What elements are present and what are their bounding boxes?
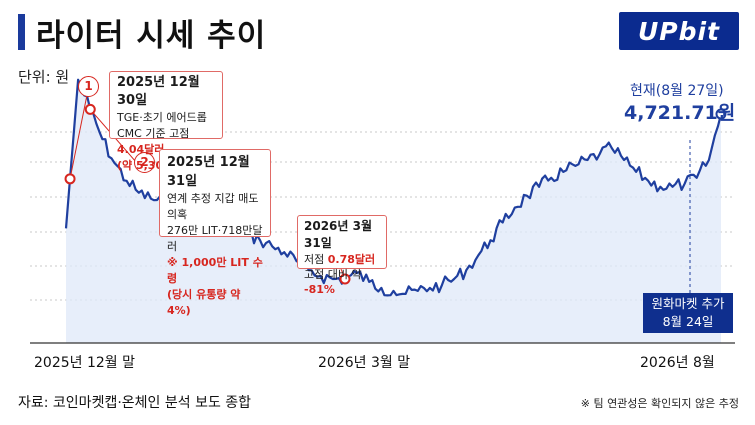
annotation-low-line1: 저점 0.78달러 xyxy=(304,253,376,266)
low-marker xyxy=(339,273,351,285)
footnote-text: ※ 팀 연관성은 확인되지 않은 추정 xyxy=(580,397,739,410)
annotation-low: 2026년 3월 31일 저점 0.78달러 고점 대비 약 -81% xyxy=(297,215,387,296)
krw-market-badge: 원화마켓 추가 8월 24일 xyxy=(643,293,733,333)
badge-1: 1 xyxy=(78,76,99,97)
page-title: 라이터 시세 추이 xyxy=(36,18,267,54)
unit-label: 단위: 원 xyxy=(18,68,70,86)
krw-market-line1: 원화마켓 추가 xyxy=(651,296,725,311)
annotation-low-date: 2026년 3월 31일 xyxy=(304,219,373,250)
badge-2: 2 xyxy=(134,152,155,173)
annotation-peak-date: 2025년 12월 30일 xyxy=(117,75,200,108)
dump-marker xyxy=(84,103,96,115)
annotation-peak-line1: TGE·초기 에어드롭 xyxy=(117,111,207,124)
annotation-dump-date: 2025년 12월 31일 xyxy=(167,155,250,189)
x-label-start: 2025년 12월 말 xyxy=(34,355,135,371)
annotation-low-line2: 고점 대비 약 -81% xyxy=(304,268,362,296)
x-label-mid: 2026년 3월 말 xyxy=(318,355,411,371)
annotation-dump-line4: (당시 유통량 약 4%) xyxy=(167,288,241,317)
annotation-markers xyxy=(64,103,727,285)
current-marker xyxy=(715,108,727,120)
title-accent-bar xyxy=(18,14,25,50)
annotation-dump-line3: ※ 1,000만 LIT 수령 xyxy=(167,256,263,285)
krw-market-line2: 8월 24일 xyxy=(662,314,714,329)
source-text: 자료: 코인마켓캡·온체인 분석 보도 종합 xyxy=(18,395,252,411)
annotation-dump: 2025년 12월 31일 연계 추정 지갑 매도 의혹 276만 LIT·71… xyxy=(159,149,271,317)
current-label: 현재(8월 27일) xyxy=(630,83,724,99)
upbit-logo: UPbit xyxy=(619,12,739,50)
leader-peak xyxy=(69,94,88,179)
peak-marker xyxy=(64,173,76,185)
annotation-peak-line2: CMC 기준 고점 4.04달러 xyxy=(117,127,190,156)
current-value: 4,721.71원 xyxy=(624,102,736,124)
price-area-fill xyxy=(66,79,721,343)
annotation-dump-line2: 276만 LIT·718만달러 xyxy=(167,224,263,253)
x-label-end: 2026년 8월 xyxy=(640,355,715,371)
annotation-dump-line1: 연계 추정 지갑 매도 의혹 xyxy=(167,192,259,221)
annotation-peak: 2025년 12월 30일 TGE·초기 에어드롭 CMC 기준 고점 4.04… xyxy=(109,71,223,172)
